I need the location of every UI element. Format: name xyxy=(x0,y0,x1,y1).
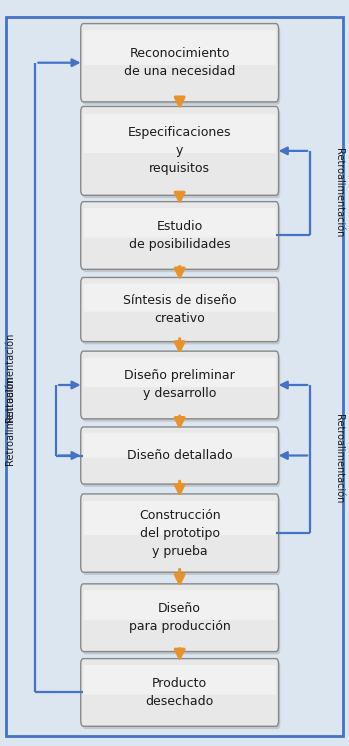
FancyBboxPatch shape xyxy=(82,430,280,487)
Text: Diseño detallado: Diseño detallado xyxy=(127,449,232,462)
FancyBboxPatch shape xyxy=(81,351,279,419)
FancyBboxPatch shape xyxy=(81,201,279,269)
Text: Especificaciones
y
requisitos: Especificaciones y requisitos xyxy=(128,126,231,175)
FancyBboxPatch shape xyxy=(83,31,276,65)
FancyBboxPatch shape xyxy=(82,26,280,104)
Text: Retroalimentación: Retroalimentación xyxy=(334,148,344,238)
Text: Producto
desechado: Producto desechado xyxy=(146,677,214,708)
FancyBboxPatch shape xyxy=(81,427,279,484)
FancyBboxPatch shape xyxy=(82,109,280,198)
Text: Retroalimentación: Retroalimentación xyxy=(5,333,15,422)
Text: Reconocimiento
de una necesidad: Reconocimiento de una necesidad xyxy=(124,47,235,78)
Text: Síntesis de diseño
creativo: Síntesis de diseño creativo xyxy=(123,294,236,325)
FancyBboxPatch shape xyxy=(83,357,276,387)
FancyBboxPatch shape xyxy=(82,204,280,272)
FancyBboxPatch shape xyxy=(83,665,276,695)
FancyBboxPatch shape xyxy=(81,107,279,195)
FancyBboxPatch shape xyxy=(83,433,276,457)
Text: Estudio
de posibilidades: Estudio de posibilidades xyxy=(129,220,230,251)
FancyBboxPatch shape xyxy=(81,494,279,572)
FancyBboxPatch shape xyxy=(82,662,280,729)
Text: Diseño
para producción: Diseño para producción xyxy=(129,602,231,633)
FancyBboxPatch shape xyxy=(82,354,280,421)
FancyBboxPatch shape xyxy=(82,280,280,345)
FancyBboxPatch shape xyxy=(82,497,280,575)
FancyBboxPatch shape xyxy=(81,659,279,727)
Text: Diseño preliminar
y desarrollo: Diseño preliminar y desarrollo xyxy=(124,369,235,401)
FancyBboxPatch shape xyxy=(81,584,279,651)
FancyBboxPatch shape xyxy=(83,283,276,312)
Text: Retroalimentación: Retroalimentación xyxy=(334,414,344,504)
FancyBboxPatch shape xyxy=(83,208,276,238)
FancyBboxPatch shape xyxy=(81,24,279,102)
FancyBboxPatch shape xyxy=(83,501,276,535)
FancyBboxPatch shape xyxy=(83,590,276,620)
Text: Construcción
del prototipo
y prueba: Construcción del prototipo y prueba xyxy=(139,509,221,557)
FancyBboxPatch shape xyxy=(83,114,276,153)
Text: Retroalimentación: Retroalimentación xyxy=(5,375,15,465)
FancyBboxPatch shape xyxy=(82,586,280,654)
FancyBboxPatch shape xyxy=(81,278,279,342)
